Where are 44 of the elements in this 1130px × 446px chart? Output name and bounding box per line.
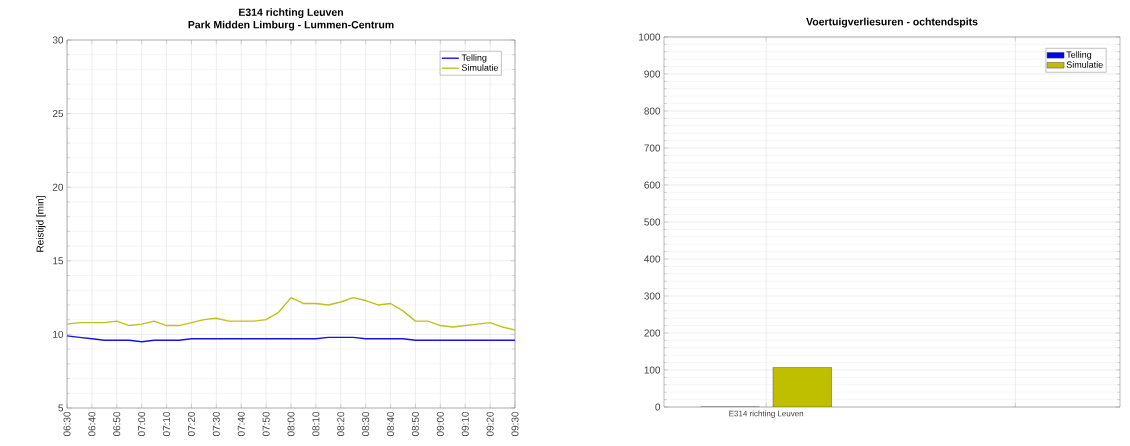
x-tick-label: 08:40 <box>387 411 395 437</box>
y-tick-label: 100 <box>644 366 661 374</box>
x-tick-label: 08:10 <box>312 411 320 437</box>
x-tick-label: 06:30 <box>63 411 71 437</box>
x-tick-label: 09:20 <box>486 411 494 437</box>
x-tick-label: 07:00 <box>138 411 146 437</box>
y-tick-label: 5 <box>58 404 64 412</box>
x-tick-label: 08:50 <box>411 411 419 437</box>
x-tick-label: 09:10 <box>461 411 469 437</box>
x-tick-label: 08:20 <box>337 411 345 437</box>
y-tick-label: 800 <box>644 107 661 115</box>
y-tick-label: 1000 <box>639 33 661 41</box>
x-tick-label: 08:00 <box>287 411 295 437</box>
y-tick-label: 0 <box>655 403 661 411</box>
y-tick-label: 700 <box>644 144 661 152</box>
x-tick-label: 07:20 <box>187 411 195 437</box>
x-tick-label: 06:40 <box>88 411 96 437</box>
y-tick-label: 20 <box>52 183 64 191</box>
y-axis-title: Reistijd [min] <box>36 196 46 252</box>
y-tick-label: 15 <box>53 257 64 265</box>
x-tick-label: 07:10 <box>163 411 171 437</box>
x-tick-label: 06:50 <box>113 411 121 437</box>
legend-label: Simulatie <box>461 64 498 71</box>
y-tick-label: 10 <box>53 330 64 338</box>
y-tick-label: 25 <box>52 110 64 118</box>
x-tick-label: 07:50 <box>262 411 270 437</box>
chart-title: E314 richting Leuven <box>239 8 343 19</box>
x-tick-label: 08:30 <box>362 411 370 437</box>
chart-title: Voertuigverliesuren - ochtendspits <box>806 17 978 28</box>
y-tick-label: 300 <box>644 292 661 300</box>
legend-label: Telling <box>1066 51 1092 60</box>
x-tick-label: 07:30 <box>212 411 220 437</box>
x-tick-label: 09:30 <box>511 411 519 437</box>
y-tick-label: 600 <box>644 181 661 189</box>
y-tick-label: 400 <box>644 255 661 263</box>
chart-subtitle: Park Midden Limburg - Lummen-Centrum <box>188 20 394 31</box>
y-tick-label: 30 <box>52 36 64 44</box>
legend-label: Simulatie <box>1066 61 1103 68</box>
legend-label: Telling <box>461 54 487 63</box>
x-tick-label: 09:00 <box>436 411 444 437</box>
y-tick-label: 200 <box>644 329 661 337</box>
y-tick-label: 500 <box>644 218 661 226</box>
y-tick-label: 900 <box>644 70 661 78</box>
x-tick-label: 07:40 <box>237 411 245 437</box>
